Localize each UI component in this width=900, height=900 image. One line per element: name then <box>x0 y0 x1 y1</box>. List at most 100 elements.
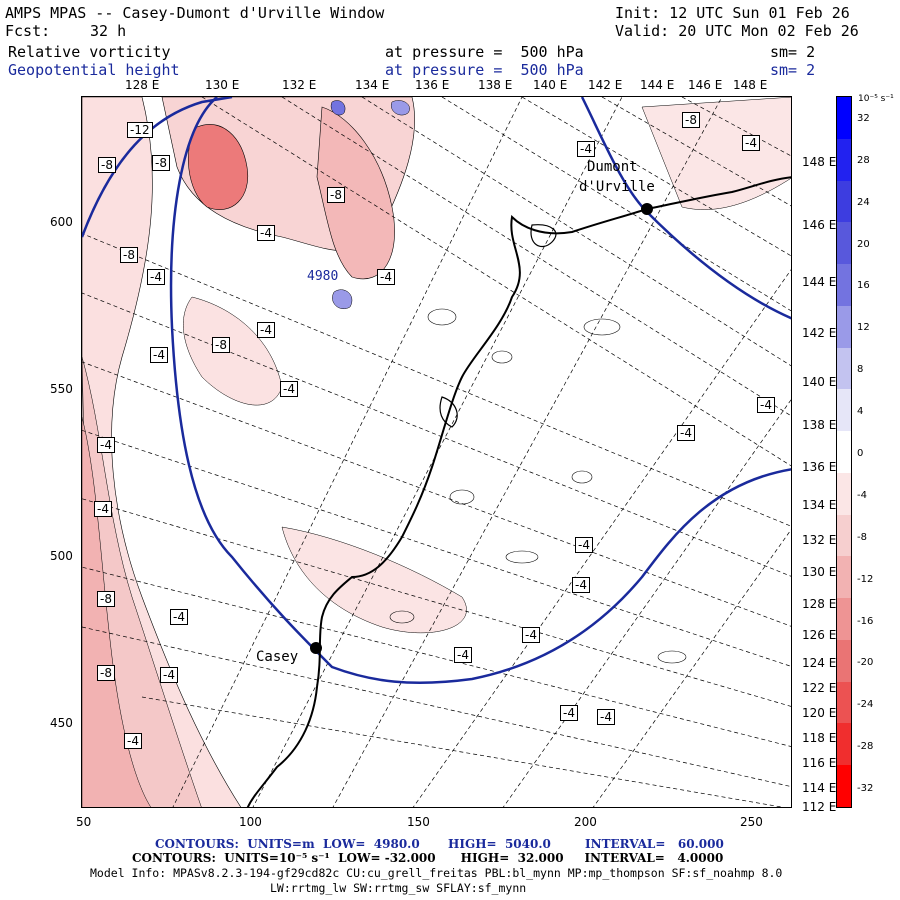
vorticity-blue-spot-3 <box>332 289 353 309</box>
vorticity-contour-label: -4 <box>677 425 695 441</box>
vorticity-contour-label: -4 <box>170 609 188 625</box>
vorticity-contour-label: -8 <box>97 591 115 607</box>
colorbar-label: -24 <box>857 699 874 711</box>
vorticity-contour-label: -4 <box>257 322 275 338</box>
colorbar-segment <box>837 264 851 306</box>
right-lon-label: 118 E <box>802 731 837 745</box>
thin-contours <box>389 308 687 664</box>
top-lon-label: 140 E <box>533 78 568 92</box>
vorticity-contour-label: -8 <box>97 665 115 681</box>
vorticity-contour-label: -4 <box>575 537 593 553</box>
vorticity-contour-label: -4 <box>742 135 760 151</box>
colorbar-label: 12 <box>857 322 870 334</box>
colorbar-label: -12 <box>857 573 874 585</box>
vorticity-contour-label: -4 <box>522 627 540 643</box>
geopotential-height-contour <box>169 97 791 685</box>
station-label-durville: d'Urville <box>579 179 655 195</box>
field1-level: at pressure = 500 hPa <box>385 43 584 61</box>
field2-smoothing: sm= 2 <box>770 61 816 79</box>
right-lon-label: 120 E <box>802 706 837 720</box>
field1-smoothing: sm= 2 <box>770 43 816 61</box>
vorticity-contour-label: -8 <box>212 337 230 353</box>
init-time: Init: 12 UTC Sun 01 Feb 26 <box>615 4 850 22</box>
colorbar-segment <box>837 765 851 807</box>
colorbar-label: -32 <box>857 783 874 795</box>
colorbar-label: 0 <box>857 448 864 459</box>
right-lon-label: 134 E <box>802 498 837 512</box>
x-tick-250: 250 <box>740 815 763 829</box>
x-tick-100: 100 <box>239 815 262 829</box>
colorbar-label: 4 <box>857 406 864 418</box>
x-tick-150: 150 <box>407 815 430 829</box>
colorbar-segment <box>837 556 851 599</box>
colorbar-unit: 10⁻⁵ s⁻¹ <box>858 94 894 104</box>
colorbar-segment <box>837 639 851 682</box>
colorbar-segment <box>837 598 851 640</box>
right-lon-label: 130 E <box>802 565 837 579</box>
height-contour-label: 4980 <box>307 269 339 284</box>
right-lon-label: 124 E <box>802 656 837 670</box>
vorticity-contour-label: -4 <box>577 141 595 157</box>
field2-level: at pressure = 500 hPa <box>385 61 584 79</box>
colorbar-segment <box>837 723 851 766</box>
colorbar-segment <box>837 472 851 515</box>
forecast-label: Fcst: <box>5 22 51 40</box>
field2-name: Geopotential height <box>8 61 180 79</box>
geopotential-height-contour-upper <box>82 97 233 238</box>
footer-model-info: Model Info: MPASv8.2.3-194-gf29cd82c CU:… <box>90 866 783 880</box>
right-lon-label: 132 E <box>802 533 837 547</box>
vorticity-contour-label: -4 <box>94 501 112 517</box>
right-lon-label: 136 E <box>802 460 837 474</box>
vorticity-contour-label: -8 <box>98 157 116 173</box>
vorticity-contour-label: -4 <box>280 381 298 397</box>
colorbar-segment <box>837 431 851 473</box>
right-lon-label: 148 E <box>802 155 837 169</box>
vorticity-contour-label: -4 <box>97 437 115 453</box>
casey-marker <box>310 642 322 654</box>
vorticity-contour-label: -4 <box>560 705 578 721</box>
colorbar-label: -4 <box>857 489 867 501</box>
y-tick-450: 450 <box>50 716 73 730</box>
valid-time: Valid: 20 UTC Mon 02 Feb 26 <box>615 22 859 40</box>
vorticity-contour-label: -4 <box>454 647 472 663</box>
vorticity-patch-center <box>316 106 395 280</box>
colorbar-label: 16 <box>857 280 870 292</box>
colorbar-segment <box>837 180 851 223</box>
vorticity-contour-label: -4 <box>150 347 168 363</box>
right-lon-label: 114 E <box>802 781 837 795</box>
station-label-casey: Casey <box>256 649 299 665</box>
vorticity-contour-label: -4 <box>597 709 615 725</box>
vorticity-contour-label: -8 <box>152 155 170 171</box>
map-panel[interactable]: Dumont d'Urville Casey 4980 -12 -8 -8 -4 -8-… <box>81 96 792 808</box>
right-lon-label: 112 E <box>802 800 837 814</box>
vorticity-contour-label: -8 <box>327 187 345 203</box>
station-label-dumont: Dumont <box>587 159 638 175</box>
coastline <box>246 176 791 807</box>
colorbar-segment <box>837 389 851 432</box>
vorticity-contour-label: -4 <box>160 667 178 683</box>
right-lon-label: 126 E <box>802 628 837 642</box>
vorticity-contour-label: -4 <box>757 397 775 413</box>
vorticity-patch-south <box>281 526 467 634</box>
colorbar-label: -8 <box>857 531 867 543</box>
field1-name: Relative vorticity <box>8 43 171 61</box>
right-lon-label: 146 E <box>802 218 837 232</box>
y-tick-600: 600 <box>50 215 73 229</box>
footer-vorticity-contours: CONTOURS: UNITS=10⁻⁵ s⁻¹ LOW= -32.000 HI… <box>132 851 724 865</box>
vorticity-contour-label: -8 <box>682 112 700 128</box>
vorticity-contour-label: -4 <box>124 733 142 749</box>
colorbar-label: -20 <box>857 657 874 669</box>
right-lon-label: 138 E <box>802 418 837 432</box>
colorbar-label: 24 <box>857 196 870 208</box>
y-tick-550: 550 <box>50 382 73 396</box>
right-lon-label: 128 E <box>802 597 837 611</box>
colorbar <box>836 96 852 808</box>
top-lon-label: 144 E <box>640 78 675 92</box>
right-lon-label: 116 E <box>802 756 837 770</box>
right-lon-label: 122 E <box>802 681 837 695</box>
vorticity-max-north <box>187 124 249 210</box>
right-lon-label: 142 E <box>802 326 837 340</box>
colorbar-segment <box>837 347 851 390</box>
y-tick-500: 500 <box>50 549 73 563</box>
vorticity-contour-label: -4 <box>147 269 165 285</box>
